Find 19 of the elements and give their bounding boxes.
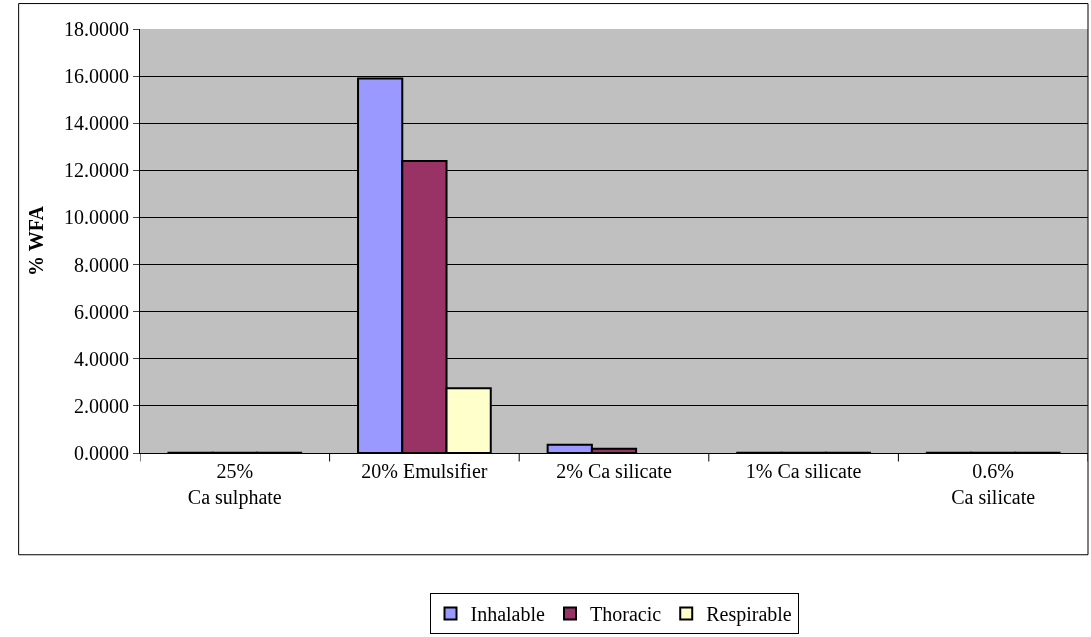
y-tick-label: 14.0000 [64, 112, 129, 135]
legend-label: Thoracic [590, 603, 662, 626]
y-tick-label: 6.0000 [74, 300, 129, 323]
y-tick-label: 4.0000 [74, 347, 129, 370]
x-tick-label: 1% Ca silicate [745, 460, 862, 482]
legend-label: Inhalable [470, 603, 546, 626]
y-tick-label: 0.0000 [74, 442, 129, 464]
x-tick-label: 25% Ca sulphate [187, 460, 282, 509]
y-tick-label: 16.0000 [64, 65, 129, 88]
y-tick-label: 8.0000 [74, 253, 129, 276]
x-tick-label: 2% Ca silicate [556, 460, 672, 482]
x-tick-label: 20% Emulsifier [361, 460, 488, 482]
legend-label: Respirable [706, 603, 792, 627]
y-axis-title: % WFA [24, 205, 47, 276]
y-tick-label: 10.0000 [64, 206, 129, 229]
x-tick-label: 0.6% Ca silicate [951, 460, 1036, 508]
y-tick-label: 12.0000 [64, 159, 129, 182]
y-tick-label: 18.0000 [64, 18, 129, 40]
y-tick-label: 2.0000 [74, 394, 129, 417]
